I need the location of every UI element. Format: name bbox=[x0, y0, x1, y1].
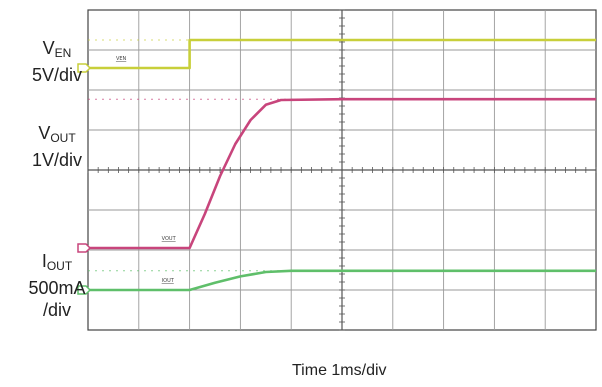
iout-channel-tag: IOUT bbox=[162, 278, 175, 284]
iout-label: IOUT 500mA /div bbox=[28, 251, 86, 320]
vout-channel-tag: VOUT bbox=[162, 236, 177, 242]
ven-trace bbox=[88, 38, 596, 70]
channel-markers: VEN VOUT IOUT bbox=[77, 56, 177, 295]
ven-ground-marker bbox=[77, 63, 92, 73]
ven-label: VEN 5V/div bbox=[31, 38, 83, 85]
iout-trace bbox=[88, 269, 596, 292]
vout-label: VOUT 1V/div bbox=[31, 123, 83, 170]
x-axis-label: Time 1ms/div bbox=[292, 362, 387, 379]
vout-ground-marker bbox=[77, 243, 92, 253]
traces bbox=[88, 38, 596, 292]
iout-ground-marker bbox=[77, 285, 92, 295]
vout-trace bbox=[88, 97, 596, 250]
ven-channel-tag: VEN bbox=[116, 56, 127, 62]
grid bbox=[87, 9, 597, 331]
